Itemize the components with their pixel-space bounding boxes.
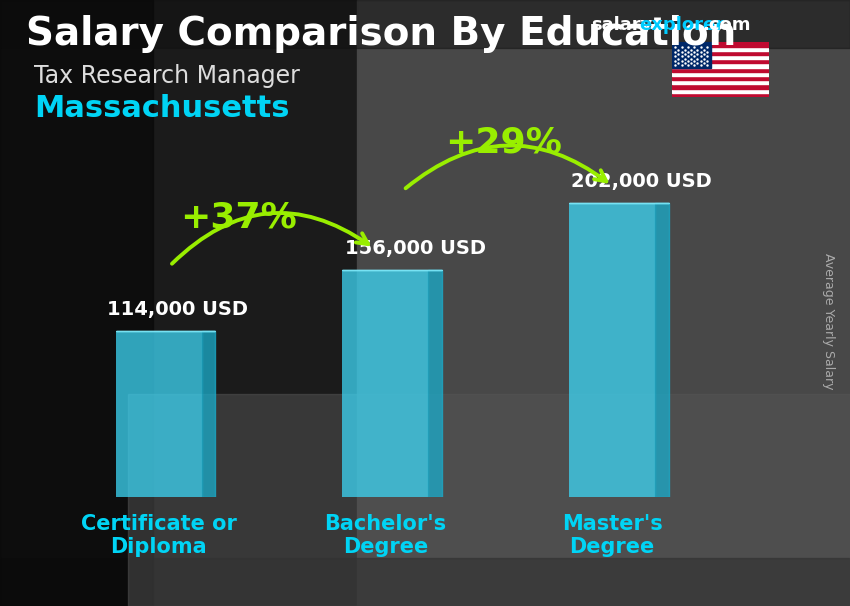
- Text: 202,000 USD: 202,000 USD: [571, 173, 712, 191]
- Text: Salary Comparison By Education: Salary Comparison By Education: [26, 15, 736, 53]
- Bar: [672, 47, 769, 51]
- Bar: [672, 84, 769, 88]
- Bar: [672, 51, 769, 55]
- Bar: [0, 0, 357, 606]
- Bar: [116, 331, 201, 497]
- Bar: [672, 68, 769, 72]
- Text: explorer: explorer: [639, 16, 724, 34]
- Text: +37%: +37%: [179, 201, 297, 235]
- Text: 156,000 USD: 156,000 USD: [344, 239, 485, 258]
- Bar: [672, 59, 769, 64]
- Polygon shape: [201, 331, 215, 497]
- Text: salary: salary: [591, 16, 652, 34]
- Bar: [0, 558, 850, 606]
- Text: Tax Research Manager: Tax Research Manager: [34, 64, 300, 88]
- Bar: [0, 0, 850, 48]
- Bar: [357, 0, 850, 606]
- Bar: [672, 42, 711, 68]
- Bar: [672, 55, 769, 59]
- Text: 114,000 USD: 114,000 USD: [106, 301, 247, 319]
- Text: Average Yearly Salary: Average Yearly Salary: [822, 253, 836, 390]
- Polygon shape: [655, 203, 669, 497]
- Bar: [672, 80, 769, 84]
- Text: .com: .com: [702, 16, 751, 34]
- Bar: [672, 76, 769, 80]
- Bar: [672, 42, 769, 47]
- Bar: [0, 0, 153, 606]
- Bar: [128, 394, 850, 606]
- Text: +29%: +29%: [445, 125, 562, 159]
- Bar: [672, 64, 769, 68]
- Bar: [343, 270, 428, 497]
- Bar: [672, 93, 769, 97]
- Polygon shape: [428, 270, 442, 497]
- Bar: [569, 203, 655, 497]
- Bar: [672, 72, 769, 76]
- Bar: [672, 88, 769, 93]
- Text: Massachusetts: Massachusetts: [34, 94, 290, 123]
